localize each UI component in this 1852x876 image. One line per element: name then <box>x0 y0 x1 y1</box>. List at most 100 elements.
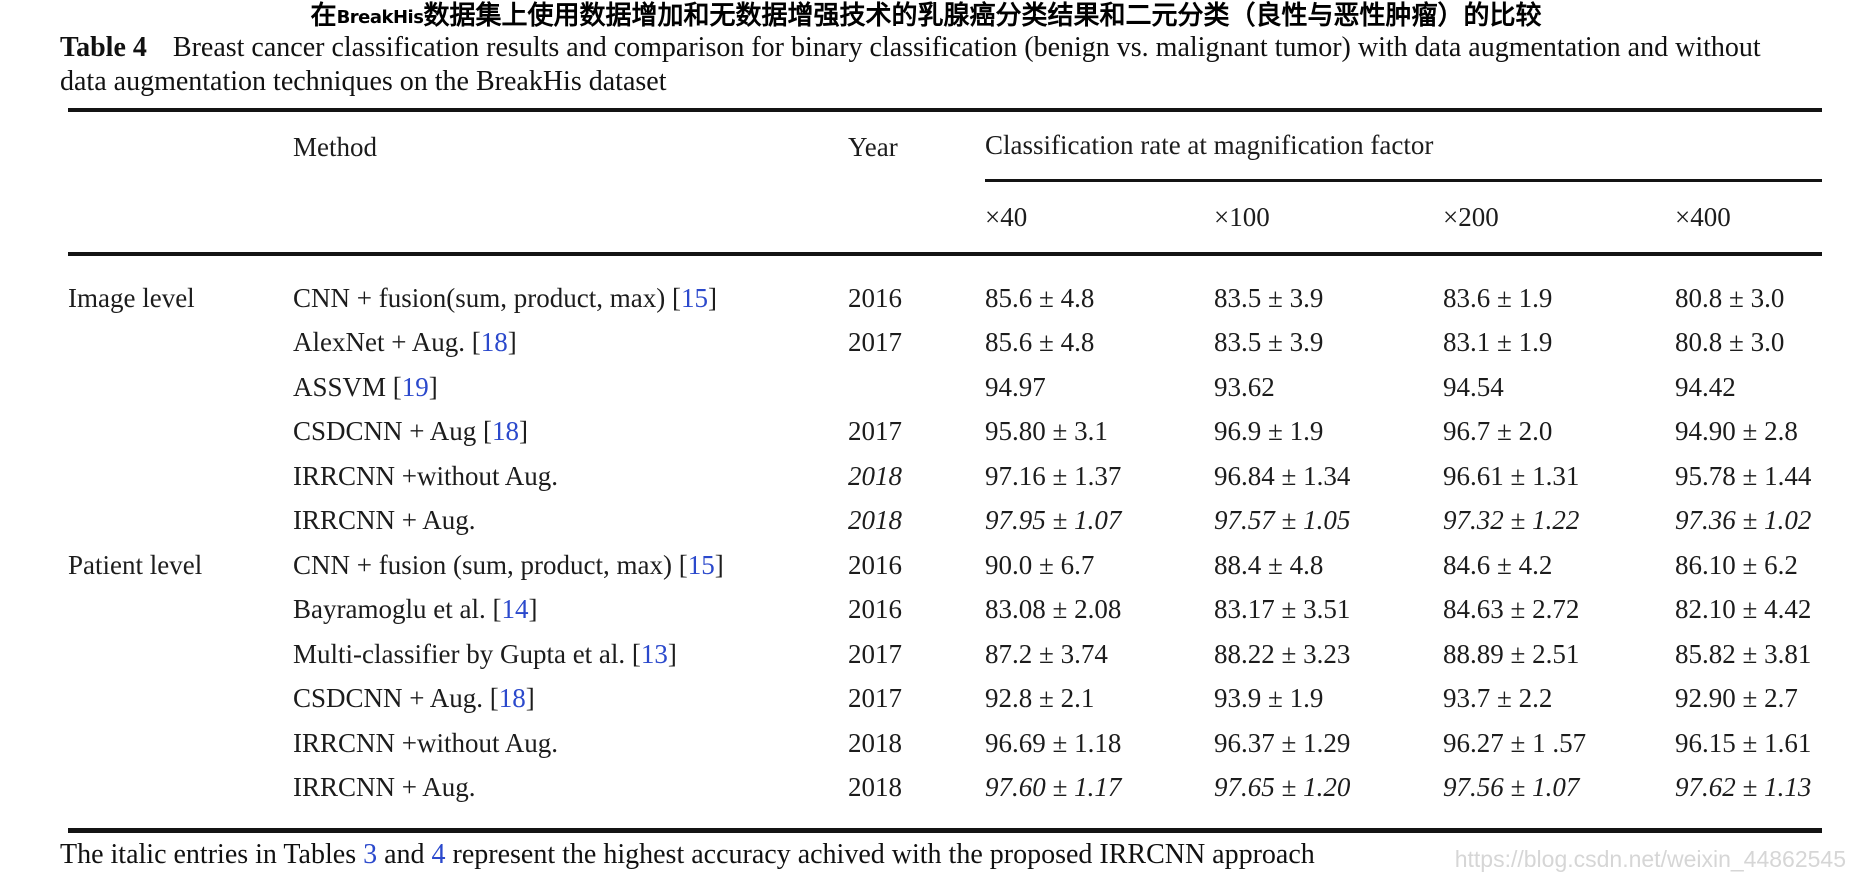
value-x100: 97.57 ± 1.05 <box>1214 505 1351 536</box>
row-year: 2018 <box>848 460 902 491</box>
citation-bracket: ] <box>507 327 517 358</box>
method-text: AlexNet + Aug. <box>293 327 472 358</box>
citation-bracket: ] <box>525 683 535 714</box>
value-x100: 83.5 ± 3.9 <box>1214 327 1324 358</box>
value-x200: 96.7 ± 2.0 <box>1443 416 1553 447</box>
row-method: CSDCNN + Aug. [18] <box>293 683 848 714</box>
value-x200: 84.63 ± 2.72 <box>1443 594 1580 625</box>
value-x200: 83.1 ± 1.9 <box>1443 327 1553 358</box>
value-x40: 97.16 ± 1.37 <box>985 460 1122 491</box>
value-x400: 96.15 ± 1.61 <box>1675 727 1812 758</box>
table-row: Image level CNN + fusion(sum, product, m… <box>68 276 1822 321</box>
citation-link[interactable]: 18 <box>480 327 508 358</box>
value-x40: 83.08 ± 2.08 <box>985 594 1122 625</box>
footnote-text: The italic entries in Tables <box>60 839 364 870</box>
table-row: IRRCNN + Aug. 2018 97.60 ± 1.17 97.65 ± … <box>68 766 1822 811</box>
table-3-link[interactable]: 3 <box>363 839 378 870</box>
citation-bracket: [ <box>671 282 681 313</box>
method-text: IRRCNN +without Aug. <box>293 460 559 491</box>
footnote-text: represent the highest accuracy achived w… <box>445 839 1315 870</box>
method-text: IRRCNN + Aug. <box>293 505 476 536</box>
value-x40: 92.8 ± 2.1 <box>985 683 1095 714</box>
citation-link[interactable]: 15 <box>680 282 708 313</box>
table-row: ASSVM [19] 94.97 93.62 94.54 94.42 <box>68 365 1822 410</box>
col-header-method: Method <box>293 131 377 162</box>
value-x100: 96.84 ± 1.34 <box>1214 460 1351 491</box>
table-row: Multi-classifier by Gupta et al. [13] 20… <box>68 632 1822 677</box>
citation-bracket: ] <box>519 416 529 447</box>
value-x200: 84.6 ± 4.2 <box>1443 549 1553 580</box>
value-x400: 94.90 ± 2.8 <box>1675 416 1798 447</box>
row-method: Bayramoglu et al. [14] <box>293 594 848 625</box>
table-row: IRRCNN +without Aug. 2018 97.16 ± 1.37 9… <box>68 454 1822 499</box>
table-row: AlexNet + Aug. [18] 2017 85.6 ± 4.8 83.5… <box>68 321 1822 366</box>
citation-link[interactable]: 19 <box>401 371 429 402</box>
value-x40: 97.95 ± 1.07 <box>985 505 1122 536</box>
row-group-label: Image level <box>68 282 195 313</box>
value-x400: 82.10 ± 4.42 <box>1675 594 1812 625</box>
table-caption: Table 4 Breast cancer classification resu… <box>60 31 1805 98</box>
row-group-label: Patient level <box>68 549 203 580</box>
method-text: IRRCNN + Aug. <box>293 772 476 803</box>
table-body: Image level CNN + fusion(sum, product, m… <box>68 252 1822 810</box>
cn-title-breakhis: BreakHis <box>336 7 424 28</box>
value-x40: 94.97 <box>985 371 1046 402</box>
value-x40: 87.2 ± 3.74 <box>985 638 1108 669</box>
header-spacer <box>293 182 848 252</box>
value-x40: 97.60 ± 1.17 <box>985 772 1122 803</box>
value-x400: 97.36 ± 1.02 <box>1675 505 1812 536</box>
value-x200: 96.27 ± 1 .57 <box>1443 727 1587 758</box>
method-text: CNN + fusion(sum, product, max) <box>293 282 672 313</box>
value-x40: 95.80 ± 3.1 <box>985 416 1108 447</box>
value-x40: 96.69 ± 1.18 <box>985 727 1122 758</box>
value-x100: 93.9 ± 1.9 <box>1214 683 1324 714</box>
value-x100: 93.62 <box>1214 371 1275 402</box>
value-x400: 92.90 ± 2.7 <box>1675 683 1798 714</box>
value-x200: 96.61 ± 1.31 <box>1443 460 1580 491</box>
caption-label: Table 4 <box>60 32 147 63</box>
csdn-watermark: https://blog.csdn.net/weixin_44862545 <box>1454 846 1846 872</box>
table-4-link[interactable]: 4 <box>431 839 446 870</box>
value-x100: 96.9 ± 1.9 <box>1214 416 1324 447</box>
citation-link[interactable]: 14 <box>501 594 529 625</box>
citation-bracket: [ <box>471 327 481 358</box>
citation-link[interactable]: 15 <box>687 549 715 580</box>
citation-bracket: ] <box>528 594 538 625</box>
value-x400: 85.82 ± 3.81 <box>1675 638 1812 669</box>
citation-bracket: [ <box>492 594 502 625</box>
citation-link[interactable]: 13 <box>640 638 668 669</box>
method-text: CSDCNN + Aug <box>293 416 484 447</box>
value-x200: 97.56 ± 1.07 <box>1443 772 1580 803</box>
value-x200: 94.54 <box>1443 371 1504 402</box>
value-x40: 90.0 ± 6.7 <box>985 549 1095 580</box>
method-text: IRRCNN +without Aug. <box>293 727 559 758</box>
row-method: AlexNet + Aug. [18] <box>293 327 848 358</box>
value-x400: 80.8 ± 3.0 <box>1675 282 1785 313</box>
value-x200: 97.32 ± 1.22 <box>1443 505 1580 536</box>
row-year: 2016 <box>848 282 902 313</box>
row-method: Multi-classifier by Gupta et al. [13] <box>293 639 848 670</box>
row-method: ASSVM [19] <box>293 372 848 403</box>
row-year: 2018 <box>848 772 902 803</box>
citation-link[interactable]: 18 <box>498 683 526 714</box>
row-year: 2018 <box>848 727 902 758</box>
value-x400: 97.62 ± 1.13 <box>1675 772 1812 803</box>
method-text: CSDCNN + Aug. <box>293 683 490 714</box>
row-year: 2017 <box>848 416 902 447</box>
header-spacer <box>68 182 293 252</box>
method-text: ASSVM <box>293 371 393 402</box>
value-x40: 85.6 ± 4.8 <box>985 327 1095 358</box>
value-x100: 83.5 ± 3.9 <box>1214 282 1324 313</box>
citation-bracket: ] <box>707 282 717 313</box>
row-year: 2016 <box>848 549 902 580</box>
cn-title-prefix: 在 <box>310 1 337 31</box>
value-x100: 97.65 ± 1.20 <box>1214 772 1351 803</box>
table-row: CSDCNN + Aug [18] 2017 95.80 ± 3.1 96.9 … <box>68 410 1822 455</box>
citation-bracket: [ <box>489 683 499 714</box>
value-x100: 96.37 ± 1.29 <box>1214 727 1351 758</box>
cn-title-suffix: 数据集上使用数据增加和无数据增强技术的乳腺癌分类结果和二元分类（良性与恶性肿瘤）… <box>423 1 1542 31</box>
table-footnote: The italic entries in Tables 3 and 4 rep… <box>60 839 1315 871</box>
row-method: IRRCNN + Aug. <box>293 505 848 536</box>
citation-link[interactable]: 18 <box>492 416 520 447</box>
row-method: IRRCNN + Aug. <box>293 772 848 803</box>
